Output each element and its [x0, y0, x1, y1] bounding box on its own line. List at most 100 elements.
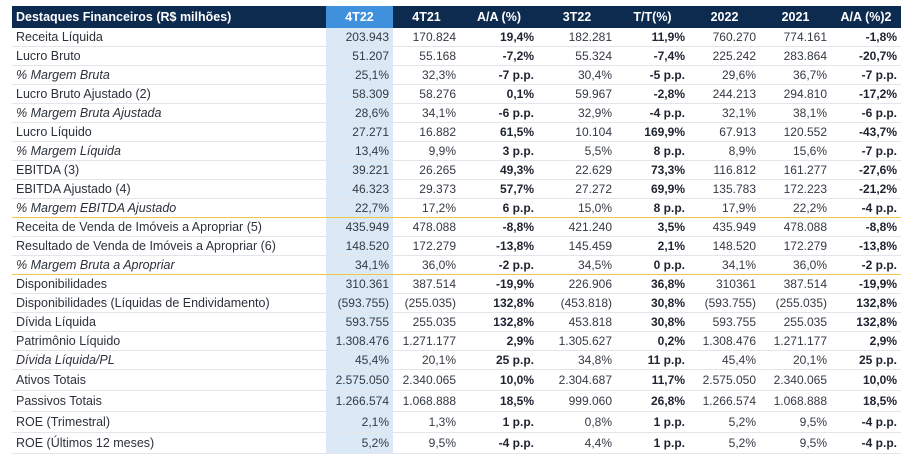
cell-value: 132,8% — [460, 293, 538, 313]
cell-value: 45,4% — [326, 350, 393, 370]
row-label: % Margem Bruta a Apropriar — [12, 255, 326, 275]
cell-value: 1.266.574 — [689, 390, 760, 412]
cell-value: 61,5% — [460, 122, 538, 142]
cell-value: 22,7% — [326, 198, 393, 218]
cell-value: 387.514 — [393, 274, 460, 294]
cell-value: 2,1% — [616, 236, 689, 256]
cell-value: 1 p.p. — [616, 432, 689, 454]
cell-value: 9,9% — [393, 141, 460, 161]
cell-value: -43,7% — [831, 122, 901, 142]
cell-value: 55.168 — [393, 46, 460, 66]
cell-value: (255.035) — [760, 293, 831, 313]
cell-value: -4 p.p. — [831, 432, 901, 454]
cell-value: 8 p.p. — [616, 198, 689, 218]
header-2022: 2022 — [689, 6, 760, 28]
cell-value: -6 p.p. — [460, 103, 538, 123]
cell-value: -19,9% — [831, 274, 901, 294]
table-row: Lucro Líquido 27.271 16.882 61,5% 10.104 169,… — [12, 122, 901, 142]
table-row: % Margem EBITDA Ajustado 22,7% 17,2% 6 p.p.… — [12, 198, 901, 218]
cell-value: 172.279 — [760, 236, 831, 256]
header-3t22: 3T22 — [538, 6, 616, 28]
row-label: Resultado de Venda de Imóveis a Apropria… — [12, 236, 326, 256]
cell-value: 55.324 — [538, 46, 616, 66]
table-row: Patrimônio Líquido 1.308.476 1.271.177 2,9%… — [12, 331, 901, 351]
cell-value: 10,0% — [831, 369, 901, 391]
row-label: Disponibilidades — [12, 274, 326, 294]
row-label: Lucro Bruto — [12, 46, 326, 66]
cell-value: -7 p.p. — [831, 141, 901, 161]
cell-value: -13,8% — [460, 236, 538, 256]
cell-value: -27,6% — [831, 160, 901, 180]
cell-value: 283.864 — [760, 46, 831, 66]
cell-value: 67.913 — [689, 122, 760, 142]
cell-value: -2,8% — [616, 84, 689, 104]
table-row: Disponibilidades 310.361 387.514 -19,9% 226.… — [12, 274, 901, 294]
cell-value: 34,5% — [538, 255, 616, 275]
cell-value: 0,1% — [460, 84, 538, 104]
cell-value: 11 p.p. — [616, 350, 689, 370]
cell-value: 1,3% — [393, 411, 460, 433]
table-row: Dívida Líquida 593.755 255.035 132,8% 453.81… — [12, 312, 901, 332]
cell-value: 1.068.888 — [760, 390, 831, 412]
cell-value: -4 p.p. — [616, 103, 689, 123]
cell-value: 132,8% — [831, 312, 901, 332]
cell-value: 9,5% — [760, 432, 831, 454]
cell-value: 19,4% — [460, 28, 538, 47]
row-label: Ativos Totais — [12, 369, 326, 391]
cell-value: -21,2% — [831, 179, 901, 199]
cell-value: 26.265 — [393, 160, 460, 180]
cell-value: 69,9% — [616, 179, 689, 199]
cell-value: 2,1% — [326, 411, 393, 433]
table-body: Receita Líquida 203.943 170.824 19,4% 182.28… — [12, 28, 901, 454]
header-tt-pct: T/T(%) — [616, 6, 689, 28]
table-row: Receita Líquida 203.943 170.824 19,4% 182.28… — [12, 28, 901, 47]
cell-value: 120.552 — [760, 122, 831, 142]
cell-value: 17,2% — [393, 198, 460, 218]
cell-value: 593.755 — [326, 312, 393, 332]
cell-value: -4 p.p. — [460, 432, 538, 454]
table-row: Passivos Totais 1.266.574 1.068.888 18,5% 99… — [12, 390, 901, 412]
cell-value: -8,8% — [460, 217, 538, 237]
cell-value: 32,1% — [689, 103, 760, 123]
table-row: Dívida Líquida/PL 45,4% 20,1% 25 p.p. 34,8% 1… — [12, 350, 901, 370]
table-row: Disponibilidades (Líquidas de Endividame… — [12, 293, 901, 313]
table-row: ROE (Trimestral) 2,1% 1,3% 1 p.p. 0,8% 1 p.p.… — [12, 411, 901, 433]
cell-value: 0,8% — [538, 411, 616, 433]
cell-value: 57,7% — [460, 179, 538, 199]
cell-value: 51.207 — [326, 46, 393, 66]
cell-value: (255.035) — [393, 293, 460, 313]
cell-value: -4 p.p. — [831, 411, 901, 433]
cell-value: -4 p.p. — [831, 198, 901, 218]
cell-value: -6 p.p. — [831, 103, 901, 123]
cell-value: 5,2% — [326, 432, 393, 454]
cell-value: 132,8% — [831, 293, 901, 313]
cell-value: 1.271.177 — [393, 331, 460, 351]
table-row: EBITDA Ajustado (4) 46.323 29.373 57,7% 27.2… — [12, 179, 901, 199]
cell-value: 25 p.p. — [460, 350, 538, 370]
cell-value: -8,8% — [831, 217, 901, 237]
table-row: Lucro Bruto Ajustado (2) 58.309 58.276 0,1%… — [12, 84, 901, 104]
header-aa-pct: A/A (%) — [460, 6, 538, 28]
cell-value: 38,1% — [760, 103, 831, 123]
cell-value: 15,6% — [760, 141, 831, 161]
cell-value: 1.308.476 — [326, 331, 393, 351]
table-header: Destaques Financeiros (R$ milhões) 4T22 … — [12, 6, 901, 28]
cell-value: 116.812 — [689, 160, 760, 180]
cell-value: 1 p.p. — [616, 411, 689, 433]
cell-value: 1.266.574 — [326, 390, 393, 412]
cell-value: 255.035 — [393, 312, 460, 332]
cell-value: 9,5% — [393, 432, 460, 454]
cell-value: 28,6% — [326, 103, 393, 123]
row-label: ROE (Últimos 12 meses) — [12, 432, 326, 454]
header-4t21: 4T21 — [393, 6, 460, 28]
cell-value: 1.271.177 — [760, 331, 831, 351]
cell-value: 32,9% — [538, 103, 616, 123]
row-label: % Margem Bruta — [12, 65, 326, 85]
cell-value: 226.906 — [538, 274, 616, 294]
cell-value: 170.824 — [393, 28, 460, 47]
cell-value: -5 p.p. — [616, 65, 689, 85]
row-label: % Margem Bruta Ajustada — [12, 103, 326, 123]
cell-value: 36,7% — [760, 65, 831, 85]
cell-value: 294.810 — [760, 84, 831, 104]
cell-value: 2,9% — [831, 331, 901, 351]
